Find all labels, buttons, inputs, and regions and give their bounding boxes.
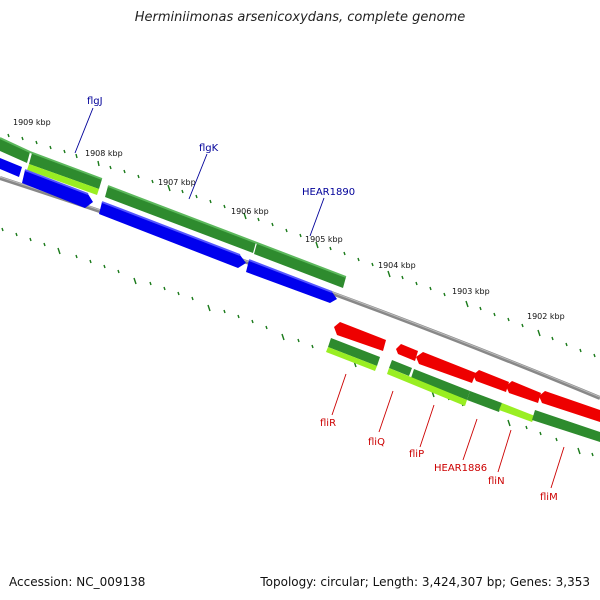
rna-feature[interactable] xyxy=(27,164,99,195)
scale-label: 1907 kbp xyxy=(158,178,196,187)
cds-feature[interactable] xyxy=(0,138,30,163)
cds-feature[interactable] xyxy=(411,369,470,400)
gene-label-fliq[interactable]: fliQ xyxy=(368,437,385,448)
outer-tick-ring xyxy=(7,133,596,358)
gene-feature[interactable] xyxy=(416,352,476,383)
gene-feature[interactable] xyxy=(334,322,386,351)
rna-feature[interactable] xyxy=(499,403,535,422)
cds-feature[interactable] xyxy=(389,360,412,376)
scale-labels: 1909 kbp 1908 kbp 1907 kbp 1906 kbp 1905… xyxy=(13,118,565,321)
reverse-gene-track xyxy=(334,322,600,422)
scale-label: 1903 kbp xyxy=(452,287,490,296)
gene-feature[interactable] xyxy=(99,202,246,268)
gene-label-flgj[interactable]: flgJ xyxy=(87,96,103,107)
cds-feature[interactable] xyxy=(532,410,600,442)
topology-text: Topology: circular; Length: 3,424,307 bp… xyxy=(260,575,590,589)
rna-feature[interactable] xyxy=(326,347,377,371)
reverse-gene-labels: fliR fliQ fliP HEAR1886 fliN fliM xyxy=(320,373,565,503)
gene-feature[interactable] xyxy=(473,370,509,392)
gene-label-hear1890[interactable]: HEAR1890 xyxy=(302,187,355,198)
rna-feature[interactable] xyxy=(387,368,467,406)
forward-gene-labels: flgJ flgK HEAR1890 xyxy=(74,96,355,237)
accession-text: Accession: NC_009138 xyxy=(9,575,146,589)
gene-label-hear1886[interactable]: HEAR1886 xyxy=(434,463,487,474)
cds-feature[interactable] xyxy=(105,186,256,253)
gene-feature[interactable] xyxy=(22,170,93,208)
scale-label: 1909 kbp xyxy=(13,118,51,127)
cds-feature[interactable] xyxy=(467,391,502,412)
reverse-cds-track xyxy=(326,338,600,442)
cds-feature[interactable] xyxy=(29,153,102,189)
cds-feature[interactable] xyxy=(254,243,346,288)
scale-label: 1902 kbp xyxy=(527,312,565,321)
scale-label: 1908 kbp xyxy=(85,149,123,158)
scale-label: 1906 kbp xyxy=(231,207,269,216)
gene-feature[interactable] xyxy=(396,344,418,361)
cds-feature[interactable] xyxy=(328,338,380,366)
gene-label-flin[interactable]: fliN xyxy=(488,476,505,487)
forward-gene-track xyxy=(0,158,337,303)
gene-label-flir[interactable]: fliR xyxy=(320,418,336,429)
scale-label: 1905 kbp xyxy=(305,235,343,244)
forward-cds-track xyxy=(0,137,347,288)
scale-label: 1904 kbp xyxy=(378,261,416,270)
gene-label-flim[interactable]: fliM xyxy=(540,492,558,503)
gene-feature[interactable] xyxy=(539,391,600,422)
gene-label-flip[interactable]: fliP xyxy=(409,449,424,460)
gene-feature[interactable] xyxy=(246,260,337,303)
gene-label-flgk[interactable]: flgK xyxy=(199,143,219,154)
gene-feature[interactable] xyxy=(0,158,22,177)
map-title: Herminiimonas arsenicoxydans, complete g… xyxy=(134,10,466,25)
gene-feature[interactable] xyxy=(506,381,541,403)
